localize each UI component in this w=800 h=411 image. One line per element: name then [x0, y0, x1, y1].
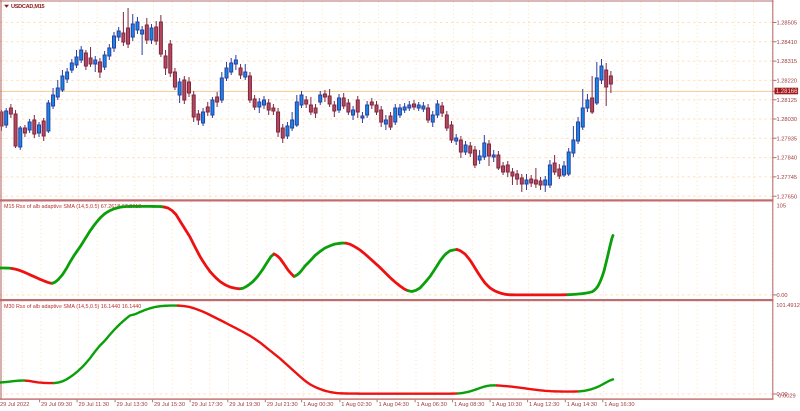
svg-text:29 Jul 21:30: 29 Jul 21:30 — [267, 402, 298, 408]
svg-text:1.27840: 1.27840 — [777, 156, 798, 162]
svg-text:1.28125: 1.28125 — [777, 98, 798, 104]
svg-text:M15 Rsx of alb adaptive SMA (1: M15 Rsx of alb adaptive SMA (14,5,0.5) 6… — [4, 204, 141, 210]
svg-text:1 Aug 10:30: 1 Aug 10:30 — [492, 402, 522, 408]
svg-text:1 Aug 04:30: 1 Aug 04:30 — [379, 402, 409, 408]
svg-text:1 Aug 12:30: 1 Aug 12:30 — [529, 402, 559, 408]
svg-text:1.27745: 1.27745 — [777, 175, 798, 181]
svg-text:1.27935: 1.27935 — [777, 136, 798, 142]
svg-text:1.28410: 1.28410 — [777, 40, 798, 46]
svg-text:1 Aug 06:30: 1 Aug 06:30 — [417, 402, 447, 408]
svg-text:1 Aug 16:30: 1 Aug 16:30 — [604, 402, 634, 408]
svg-text:29 Jul 2022: 29 Jul 2022 — [0, 402, 29, 408]
svg-text:29 Jul 15:30: 29 Jul 15:30 — [154, 402, 185, 408]
svg-text:1.28220: 1.28220 — [777, 79, 798, 85]
svg-text:29 Jul 09:30: 29 Jul 09:30 — [41, 402, 72, 408]
svg-text:105: 105 — [777, 203, 787, 209]
svg-text:0.0029: 0.0029 — [778, 393, 795, 399]
svg-text:1 Aug 14:30: 1 Aug 14:30 — [567, 402, 597, 408]
svg-text:0.00: 0.00 — [777, 392, 788, 398]
svg-text:1.27650: 1.27650 — [777, 194, 798, 200]
svg-text:29 Jul 11:30: 29 Jul 11:30 — [79, 402, 110, 408]
svg-text:1.28030: 1.28030 — [777, 117, 798, 123]
svg-text:101.4912: 101.4912 — [776, 303, 800, 309]
svg-text:1 Aug 08:30: 1 Aug 08:30 — [454, 402, 484, 408]
svg-text:29 Jul 19:30: 29 Jul 19:30 — [229, 402, 260, 408]
svg-text:1.28315: 1.28315 — [777, 59, 798, 65]
svg-text:USDCAD,M15: USDCAD,M15 — [11, 4, 45, 10]
svg-text:1.28166: 1.28166 — [776, 89, 798, 95]
svg-text:29 Jul 17:30: 29 Jul 17:30 — [192, 402, 223, 408]
svg-text:0.00: 0.00 — [777, 293, 788, 299]
svg-text:1 Aug 00:30: 1 Aug 00:30 — [303, 402, 333, 408]
svg-text:1 Aug 02:30: 1 Aug 02:30 — [341, 402, 371, 408]
svg-text:29 Jul 13:30: 29 Jul 13:30 — [117, 402, 148, 408]
svg-text:M30 Rsx of alb adaptive SMA (1: M30 Rsx of alb adaptive SMA (14,5,0.5) 1… — [4, 304, 141, 310]
svg-text:1.28505: 1.28505 — [777, 21, 798, 27]
